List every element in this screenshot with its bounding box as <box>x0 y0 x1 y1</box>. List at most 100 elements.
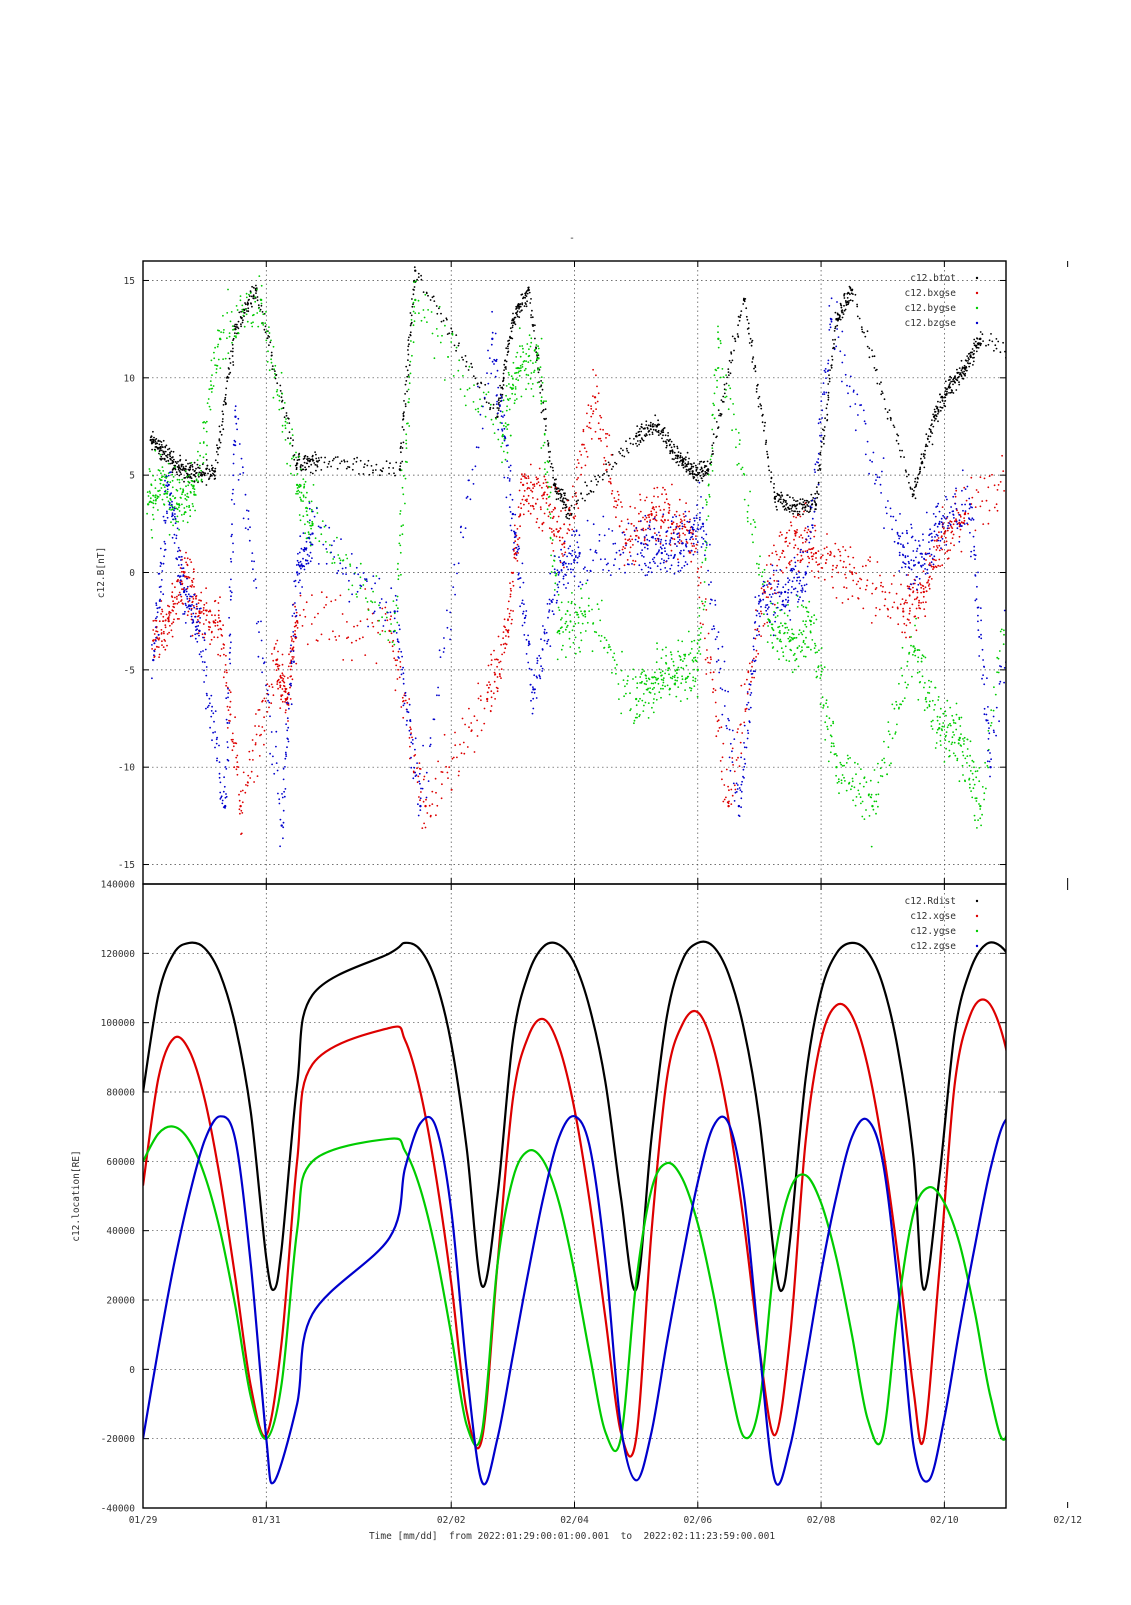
data-point <box>1062 371 1064 373</box>
data-point <box>735 446 737 448</box>
data-point <box>789 505 791 507</box>
data-point <box>1037 453 1039 455</box>
data-point <box>208 469 210 471</box>
data-point <box>931 423 933 425</box>
data-point <box>715 689 717 691</box>
data-point <box>1040 461 1042 463</box>
data-point <box>987 486 989 488</box>
data-point <box>177 461 179 463</box>
data-point <box>565 506 567 508</box>
data-point <box>427 309 429 311</box>
data-point <box>783 505 785 507</box>
data-point <box>730 372 732 374</box>
data-point <box>677 558 679 560</box>
data-point <box>732 336 734 338</box>
data-point <box>706 504 708 506</box>
data-point <box>183 468 185 470</box>
data-point <box>1056 528 1058 530</box>
data-point <box>160 480 162 482</box>
data-point <box>402 524 404 526</box>
data-point <box>679 534 681 536</box>
data-point <box>289 431 291 433</box>
data-point <box>945 381 947 383</box>
data-point <box>661 493 663 495</box>
data-point <box>662 688 664 690</box>
data-point <box>912 587 914 589</box>
data-point <box>556 521 558 523</box>
data-point <box>1056 511 1058 513</box>
data-point <box>1026 444 1028 446</box>
data-point <box>882 591 884 593</box>
data-point <box>783 633 785 635</box>
data-point <box>168 617 170 619</box>
data-point <box>867 330 869 332</box>
data-point <box>694 680 696 682</box>
data-point <box>648 430 650 432</box>
data-point <box>621 651 623 653</box>
data-point <box>610 478 612 480</box>
data-point <box>674 676 676 678</box>
data-point <box>1062 369 1064 371</box>
data-point <box>682 460 684 462</box>
data-point <box>233 745 235 747</box>
data-point <box>437 761 439 763</box>
data-point <box>285 418 287 420</box>
data-point <box>766 564 768 566</box>
data-point <box>219 655 221 657</box>
data-point <box>401 525 403 527</box>
data-point <box>621 670 623 672</box>
data-point <box>565 613 567 615</box>
data-point <box>802 620 804 622</box>
data-point <box>900 603 902 605</box>
data-point <box>1056 366 1058 368</box>
data-point <box>920 602 922 604</box>
data-point <box>159 654 161 656</box>
data-point <box>532 487 534 489</box>
data-point <box>674 679 676 681</box>
data-point <box>1056 513 1058 515</box>
data-point <box>723 401 725 403</box>
data-point <box>295 493 297 495</box>
data-point <box>798 514 800 516</box>
data-point <box>156 646 158 648</box>
data-point <box>1011 353 1013 355</box>
data-point <box>791 506 793 508</box>
data-point <box>775 506 777 508</box>
data-point <box>335 639 337 641</box>
data-point <box>216 451 218 453</box>
data-point <box>608 644 610 646</box>
data-point <box>187 484 189 486</box>
data-point <box>621 455 623 457</box>
data-point <box>650 692 652 694</box>
data-point <box>554 508 556 510</box>
data-point <box>298 459 300 461</box>
data-point <box>626 683 628 685</box>
data-point <box>1062 371 1064 373</box>
data-point <box>153 437 155 439</box>
data-point <box>584 447 586 449</box>
data-point <box>847 556 849 558</box>
data-point <box>713 442 715 444</box>
data-point <box>520 503 522 505</box>
data-point <box>697 642 699 644</box>
data-point <box>332 558 334 560</box>
data-point <box>792 671 794 673</box>
data-point <box>1063 370 1065 372</box>
data-point <box>389 641 391 643</box>
data-point <box>681 675 683 677</box>
data-point <box>676 680 678 682</box>
data-point <box>294 634 296 636</box>
data-point <box>483 723 485 725</box>
data-point <box>668 527 670 529</box>
data-point <box>525 293 527 295</box>
data-point <box>716 421 718 423</box>
data-point <box>311 501 313 503</box>
data-point <box>819 677 821 679</box>
data-point <box>726 383 728 385</box>
data-point <box>206 465 208 467</box>
data-point <box>278 665 280 667</box>
data-point <box>692 538 694 540</box>
data-point <box>1057 517 1059 519</box>
data-point <box>677 686 679 688</box>
data-point <box>193 491 195 493</box>
